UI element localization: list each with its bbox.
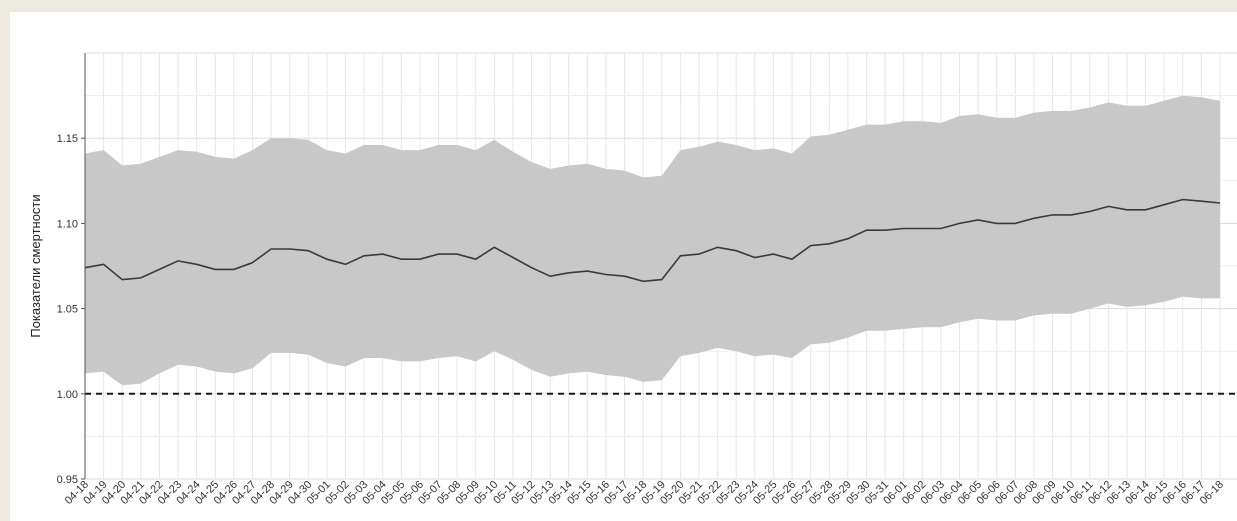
chart-panel: 0.95 1.00 1.05 1.10 1.15 04-18 04-19 04-20 04-2… xyxy=(10,12,1237,521)
x-tick-labels: 04-1804-1904-2004-2104-2204-2304-2404-25… xyxy=(63,479,1226,507)
y-tick-label: 1.05 xyxy=(57,304,78,316)
y-tick-label: 1.15 xyxy=(57,133,78,145)
y-tick-label: 1.00 xyxy=(57,389,78,401)
y-tick-labels: 0.95 1.00 1.05 1.10 1.15 xyxy=(57,133,85,486)
mortality-line-chart: 0.95 1.00 1.05 1.10 1.15 04-1804-1904-2004-2… xyxy=(10,12,1237,521)
y-tick-label: 0.95 xyxy=(57,474,78,486)
y-tick-label: 1.10 xyxy=(57,218,78,230)
y-axis-title: Показатели смертности xyxy=(28,194,43,337)
